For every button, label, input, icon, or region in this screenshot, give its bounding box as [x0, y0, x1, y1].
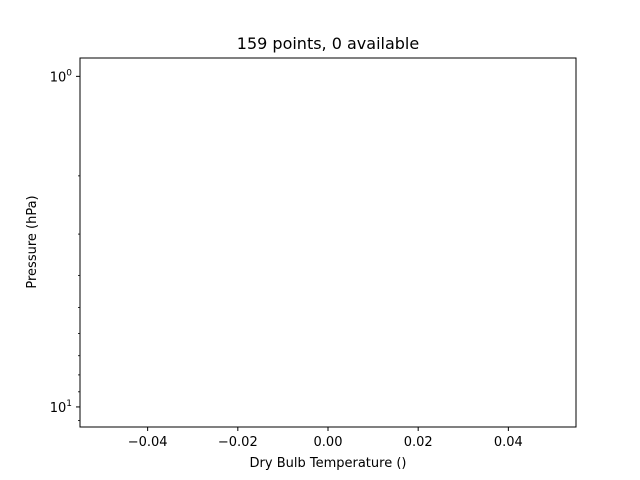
x-tick-label: 0.02: [404, 435, 433, 450]
x-tick-label: −0.02: [218, 435, 258, 450]
y-tick-label-base: 10: [50, 401, 67, 416]
x-axis-label: Dry Bulb Temperature (): [250, 456, 407, 471]
y-tick-label: 101: [50, 399, 72, 416]
x-tick-label: 0.00: [314, 435, 343, 450]
y-tick-label-exponent: 0: [66, 68, 72, 78]
y-tick-label-exponent: 1: [66, 399, 72, 409]
x-tick-label: −0.04: [128, 435, 168, 450]
y-tick-label: 100: [50, 68, 73, 85]
x-tick-label: 0.04: [494, 435, 523, 450]
x-axis-ticks: −0.04 −0.02 0.00 0.02 0.04: [128, 427, 523, 450]
chart-title: 159 points, 0 available: [237, 34, 419, 53]
y-axis-label: Pressure (hPa): [25, 195, 40, 288]
y-tick-label-base: 10: [50, 70, 67, 85]
